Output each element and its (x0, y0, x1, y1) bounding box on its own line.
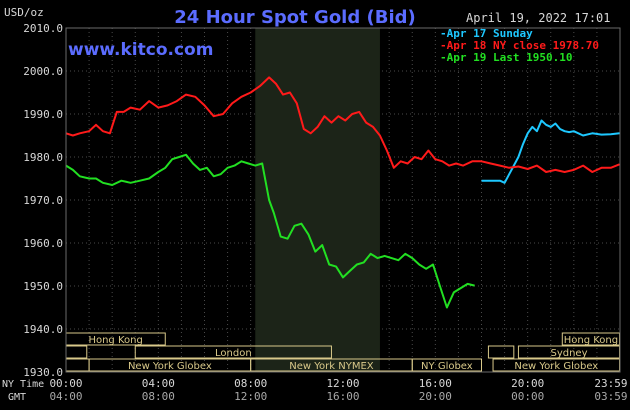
x-tick-label-gmt: 03:59 (594, 390, 627, 403)
y-axis-unit: USD/oz (4, 6, 44, 19)
x-tick-label-ny: 12:00 (326, 377, 359, 390)
x-tick-label-ny: 08:00 (234, 377, 267, 390)
x-tick-label-gmt: 08:00 (142, 390, 175, 403)
x-tick-label-gmt: 16:00 (326, 390, 359, 403)
x-tick-label-gmt: 20:00 (419, 390, 452, 403)
x-tick-label-ny: 04:00 (142, 377, 175, 390)
ny-time-label: NY Time (2, 379, 44, 390)
y-tick-label: 2000.0 (23, 65, 63, 78)
session-label: New York Globex (128, 361, 212, 372)
y-tick-label: 1970.0 (23, 194, 63, 207)
series-line-apr18 (65, 76, 620, 173)
session-label: Hong Kong (88, 335, 142, 346)
session-bar-stub (65, 345, 88, 359)
session-bar (411, 358, 482, 372)
legend-entry-apr17: -Apr 17 Sunday (440, 27, 533, 40)
x-tick-label-ny: 20:00 (511, 377, 544, 390)
x-tick-label-gmt: 00:00 (511, 390, 544, 403)
x-tick-label-ny: 16:00 (419, 377, 452, 390)
series-line-apr17 (481, 119, 620, 184)
session-label: New York NYMEX (289, 361, 374, 372)
gmt-label: GMT (8, 392, 26, 403)
session-label: Sydney (550, 348, 587, 359)
session-bar (134, 345, 332, 359)
shaded-session (255, 28, 380, 372)
axes: 2010.0 2000.0 1990.0 1980.0 1970.0 1960.0 1950… (23, 22, 627, 403)
session-bar-stub (487, 345, 515, 359)
chart-title: 24 Hour Spot Gold (Bid) (174, 7, 415, 28)
legend-entry-apr19: -Apr 19 Last 1950.10 (440, 51, 572, 64)
x-tick-label-gmt: 04:00 (49, 390, 82, 403)
plot-frame (65, 27, 621, 373)
date-label: April 19, 2022 17:01 (466, 11, 611, 25)
session-bar-stub (65, 358, 90, 372)
session-label: NY Globex (421, 361, 473, 372)
session-label: London (215, 348, 252, 359)
x-tick-label-ny: 23:59 (594, 377, 627, 390)
y-tick-label: 2010.0 (23, 22, 63, 35)
y-tick-label: 1990.0 (23, 108, 63, 121)
x-tick-label-ny: 00:00 (49, 377, 82, 390)
y-tick-label: 1980.0 (23, 151, 63, 164)
legend-entry-apr18: -Apr 18 NY close 1978.70 (440, 39, 599, 52)
source-label[interactable]: www.kitco.com (68, 40, 213, 60)
y-tick-label: 1940.0 (23, 323, 63, 336)
session-label: Hong Kong (564, 335, 618, 346)
y-tick-label: 1950.0 (23, 280, 63, 293)
legend: -Apr 17 Sunday-Apr 18 NY close 1978.70-A… (440, 27, 599, 64)
series (65, 76, 620, 309)
y-tick-label: 1960.0 (23, 237, 63, 250)
trading-sessions: Hong Kong Hong Kong London Sydney New York G… (65, 332, 621, 372)
x-tick-label-gmt: 12:00 (234, 390, 267, 403)
nymex-shade (255, 28, 380, 372)
y-tick-label: 1930.0 (23, 366, 63, 379)
session-label: New York Globex (514, 361, 598, 372)
series-line-apr19 (65, 153, 475, 309)
